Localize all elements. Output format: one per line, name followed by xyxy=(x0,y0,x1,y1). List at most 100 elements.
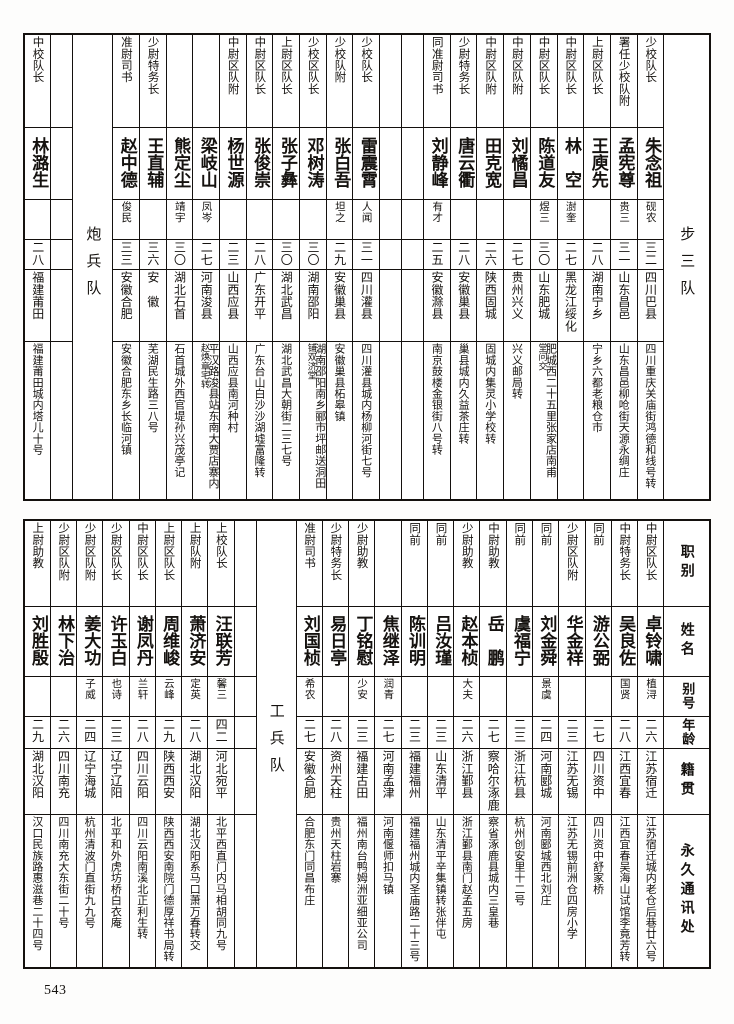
rank-text: 同前 xyxy=(434,522,449,546)
entry-cell-name: 张俊崇 xyxy=(245,126,274,200)
alias-text: 也诗 xyxy=(110,677,123,699)
entry-cell-rank: 中尉区队长 xyxy=(128,519,156,607)
age-text: 三一 xyxy=(616,240,631,266)
age-text: 二七 xyxy=(302,717,317,742)
entry-cell-rank: 上尉助教 xyxy=(23,519,51,607)
entry-cell-rank: 上尉区队长 xyxy=(583,33,611,128)
age-text: 二三 xyxy=(354,717,369,742)
entry-cell-name: 唐云衢 xyxy=(449,126,478,200)
entry-cell-addr: 安徽合肥东乡长临河镇 xyxy=(112,341,140,501)
spacer-cell xyxy=(401,126,425,200)
row-header-rank: 职别 xyxy=(663,519,711,607)
entry-cell-alias: 坦之 xyxy=(325,198,354,240)
name-text: 游公弼 xyxy=(588,615,609,666)
name-text: 王庾先 xyxy=(587,137,608,189)
origin-text: 贵州兴义 xyxy=(510,270,525,320)
entry-cell-alias: 景虞 xyxy=(532,675,560,717)
entry-cell-alias xyxy=(272,198,300,240)
name-text: 刘静峰 xyxy=(427,137,448,189)
name-text: 吴良佐 xyxy=(615,615,636,666)
entry-cell-addr: 安徽巢县柘皋镇 xyxy=(325,341,354,501)
entry-cell-addr: 察省涿鹿县城内三皇巷 xyxy=(479,813,507,969)
entry-cell-origin: 福建福州 xyxy=(400,747,428,815)
origin-text: 山西应县 xyxy=(225,270,240,320)
rank-text: 中尉特务长 xyxy=(618,522,633,581)
entry-cell-addr: 杭州创安里十二号 xyxy=(505,813,534,969)
entry-cell-age: 二三 xyxy=(505,715,534,749)
entry-cell-alias xyxy=(299,198,327,240)
rank-text: 少尉区队附 xyxy=(83,522,98,581)
entry-cell-name: 孟宪尊 xyxy=(609,126,638,200)
entry-cell-age: 三〇 xyxy=(529,238,558,270)
alias-text: 砚农 xyxy=(644,200,657,223)
addr-text: 杭州创安里十二号 xyxy=(512,815,526,906)
addr-text: 山西应县南河种村 xyxy=(226,343,240,433)
entry-cell-name: 许玉白 xyxy=(102,605,130,677)
rank-text: 少尉特务长 xyxy=(146,36,161,95)
spacer-cell xyxy=(233,715,257,749)
origin-text: 河北宛平 xyxy=(214,749,229,799)
addr-text: 四川南充大东街二十号 xyxy=(56,815,70,928)
unit-label: 工兵队 xyxy=(267,703,286,784)
addr-text: 石首城外西官堤孙兴茂亭记 xyxy=(172,343,186,478)
entry-cell-name: 虞福宁 xyxy=(505,605,534,677)
name-text: 林下治 xyxy=(54,615,75,666)
age-text: 三〇 xyxy=(536,240,551,266)
alias-text: 润青 xyxy=(382,677,395,699)
spacer-cell xyxy=(401,268,425,343)
entry-cell-name: 焦继泽 xyxy=(374,605,402,677)
entry-cell-origin: 浙江杭县 xyxy=(505,747,534,815)
spacer-cell xyxy=(401,341,425,501)
entry-cell-origin: 湖北汉阳 xyxy=(23,747,51,815)
entry-cell-addr: 河南郾城西北刘庄 xyxy=(532,813,560,969)
entry-cell-alias xyxy=(23,198,52,240)
entry-cell-name: 刘胜殷 xyxy=(23,605,51,677)
name-text: 朱念祖 xyxy=(641,137,662,189)
spacer-cell xyxy=(233,747,257,815)
entry-cell-alias: 人闻 xyxy=(352,198,381,240)
origin-text: 湖北汉阳 xyxy=(187,749,202,799)
name-text: 王直辅 xyxy=(143,137,164,189)
name-text: 赵本桢 xyxy=(457,615,478,666)
entry-cell-addr: 江苏无锡前洲仓四房小学 xyxy=(558,813,586,969)
name-text: 邓树涛 xyxy=(303,137,324,189)
entry-cell-rank: 上校队长 xyxy=(207,519,235,607)
entry-cell-alias xyxy=(505,675,534,717)
entry-cell-addr: 杭州清波门直街九九号 xyxy=(76,813,104,969)
entry-cell-alias xyxy=(479,675,507,717)
entry-cell-alias: 大夫 xyxy=(453,675,481,717)
addr-text: 安徽巢县柘皋镇 xyxy=(333,343,347,422)
rank-text: 中尉区队长 xyxy=(644,522,659,581)
entry-cell-rank: 少校区队长 xyxy=(299,33,327,128)
origin-text: 辽宁海城 xyxy=(82,749,97,799)
origin-text: 陕西西安 xyxy=(161,749,176,799)
unit-label-cell: 工兵队 xyxy=(255,519,297,969)
name-text: 萧济安 xyxy=(185,615,206,666)
entry-cell-rank: 中尉特务长 xyxy=(610,519,639,607)
entry-cell-origin: 山东肥城 xyxy=(529,268,558,343)
name-text: 张白吾 xyxy=(330,137,351,189)
age-text: 二九 xyxy=(161,717,176,742)
entry-cell-age: 三〇 xyxy=(299,238,327,270)
address-text: 湖南邵阳南乡郦市坪邮送洞田 xyxy=(313,343,327,489)
name-text: 华金祥 xyxy=(562,615,583,666)
spacer-cell xyxy=(233,605,257,677)
entry-cell-origin: 河南浚县 xyxy=(192,268,220,343)
name-text: 孟宪尊 xyxy=(614,137,635,189)
name-text: 刘胜殷 xyxy=(28,615,49,666)
addr-text: 四川资中舒家桥 xyxy=(591,815,605,894)
rank-text: 中尉区队长 xyxy=(136,522,151,581)
rank-text: 上校队长 xyxy=(214,522,229,569)
rank-text: 少尉特务长 xyxy=(457,36,472,95)
entry-cell-rank: 中尉区队长 xyxy=(637,519,665,607)
addr-text: 贵州天柱岩寨 xyxy=(329,815,343,883)
name-text: 雷震霄 xyxy=(356,137,377,189)
spacer-cell xyxy=(379,198,403,240)
entry-cell-age: 二六 xyxy=(637,715,665,749)
table-row: 子威 也诗 兰轩 云峰 定英 馨三 希农 少安 润青 大夫 景虞 国贤 植浔 别号 xyxy=(23,675,711,717)
entry-cell-origin: 江苏宿迁 xyxy=(637,747,665,815)
alias-text: 希农 xyxy=(303,677,316,699)
entry-cell-origin: 安徽巢县 xyxy=(325,268,354,343)
age-text: 三〇 xyxy=(279,240,294,266)
alias-text: 兰轩 xyxy=(136,677,149,699)
